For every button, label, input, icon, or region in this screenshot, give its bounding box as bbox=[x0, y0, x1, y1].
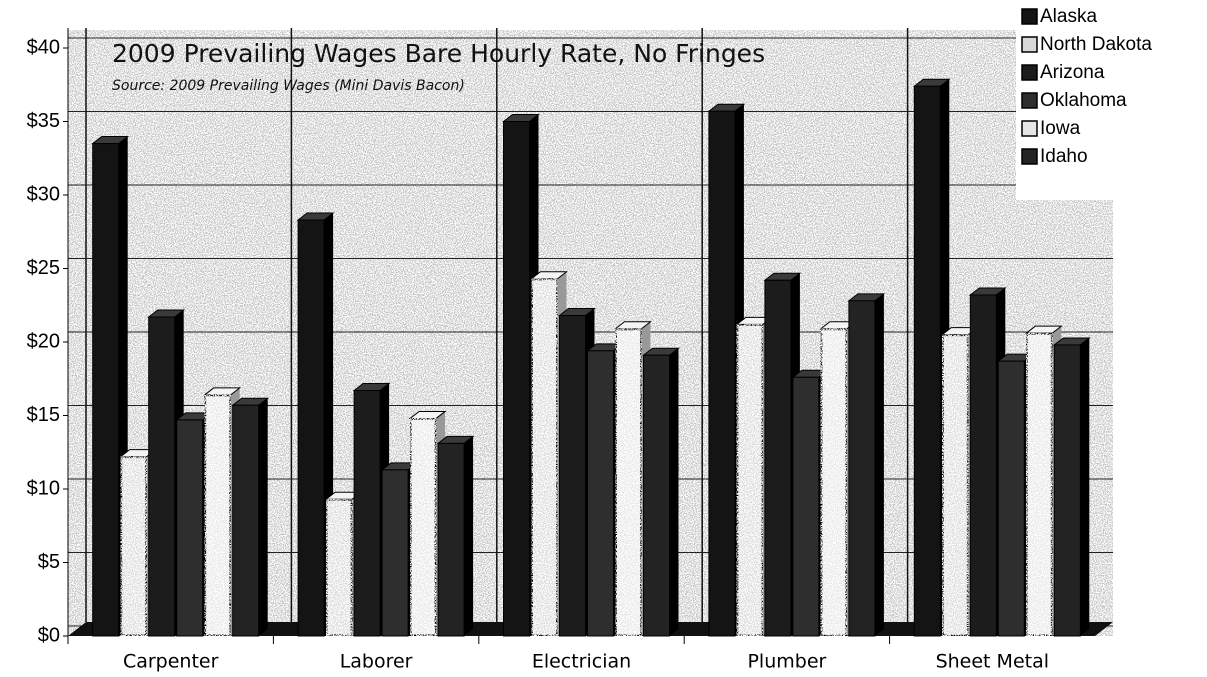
bar bbox=[792, 376, 820, 637]
y-tick-label: $30 bbox=[27, 183, 60, 205]
bar-side bbox=[669, 348, 679, 636]
legend-label: Alaska bbox=[1040, 6, 1097, 27]
bar-side bbox=[464, 436, 474, 636]
legend-swatch bbox=[1021, 92, 1038, 109]
bar bbox=[1024, 331, 1054, 638]
y-tick-label: $20 bbox=[27, 330, 60, 352]
bar bbox=[559, 315, 586, 637]
legend-swatch bbox=[1021, 64, 1038, 81]
bar bbox=[297, 219, 325, 637]
legend-label: North Dakota bbox=[1040, 34, 1152, 55]
x-tick-label: Electrician bbox=[532, 651, 631, 673]
chart-title: 2009 Prevailing Wages Bare Hourly Rate, … bbox=[112, 39, 765, 68]
legend-label: Iowa bbox=[1040, 118, 1081, 139]
y-tick-label: $0 bbox=[38, 624, 60, 646]
bar bbox=[708, 110, 736, 637]
y-tick-label: $15 bbox=[27, 404, 60, 426]
bar bbox=[530, 277, 559, 638]
bar bbox=[819, 327, 849, 638]
bar bbox=[408, 416, 438, 638]
legend-label: Oklahoma bbox=[1040, 90, 1127, 111]
legend-swatch bbox=[1021, 36, 1038, 53]
bar bbox=[353, 390, 381, 637]
legend-label: Arizona bbox=[1040, 62, 1105, 83]
bar bbox=[969, 294, 997, 637]
bar bbox=[503, 121, 530, 637]
y-tick-label: $10 bbox=[27, 477, 60, 499]
bar-side bbox=[258, 398, 268, 636]
bar bbox=[735, 322, 765, 638]
bar bbox=[92, 143, 120, 637]
bar-side bbox=[874, 293, 884, 636]
bar bbox=[1053, 344, 1081, 637]
bar bbox=[232, 404, 260, 637]
legend-swatch bbox=[1021, 8, 1038, 25]
legend-label: Idaho bbox=[1040, 146, 1088, 167]
x-tick-label: Plumber bbox=[747, 651, 826, 673]
y-tick-label: $35 bbox=[27, 110, 60, 132]
bar bbox=[176, 419, 204, 637]
chart-subtitle: Source: 2009 Prevailing Wages (Mini Davi… bbox=[112, 78, 465, 94]
x-tick-label: Sheet Metal bbox=[936, 651, 1049, 673]
bars bbox=[91, 78, 1091, 638]
bar bbox=[764, 279, 792, 637]
legend-swatch bbox=[1021, 120, 1038, 137]
y-tick-label: $25 bbox=[27, 257, 60, 279]
y-tick-label: $40 bbox=[27, 36, 60, 58]
bar bbox=[997, 360, 1025, 637]
bar bbox=[119, 455, 149, 638]
legend-background bbox=[1016, 0, 1207, 200]
legend: Alaska North Dakota Arizona Oklahoma Iowa Ida… bbox=[1021, 6, 1152, 167]
bar bbox=[381, 469, 409, 637]
bar bbox=[643, 354, 670, 637]
x-tick-label: Carpenter bbox=[123, 651, 219, 673]
bar bbox=[148, 316, 176, 637]
bar-side bbox=[1080, 337, 1090, 636]
x-tick-label: Laborer bbox=[340, 651, 413, 673]
y-tick-label: $5 bbox=[38, 551, 60, 573]
legend-swatch bbox=[1021, 148, 1038, 165]
bar bbox=[614, 327, 643, 638]
bar bbox=[848, 300, 876, 637]
bar bbox=[913, 85, 941, 637]
bar bbox=[940, 333, 970, 638]
bar bbox=[203, 393, 233, 638]
bar bbox=[324, 497, 354, 638]
bar bbox=[437, 442, 465, 637]
bar bbox=[587, 350, 614, 637]
